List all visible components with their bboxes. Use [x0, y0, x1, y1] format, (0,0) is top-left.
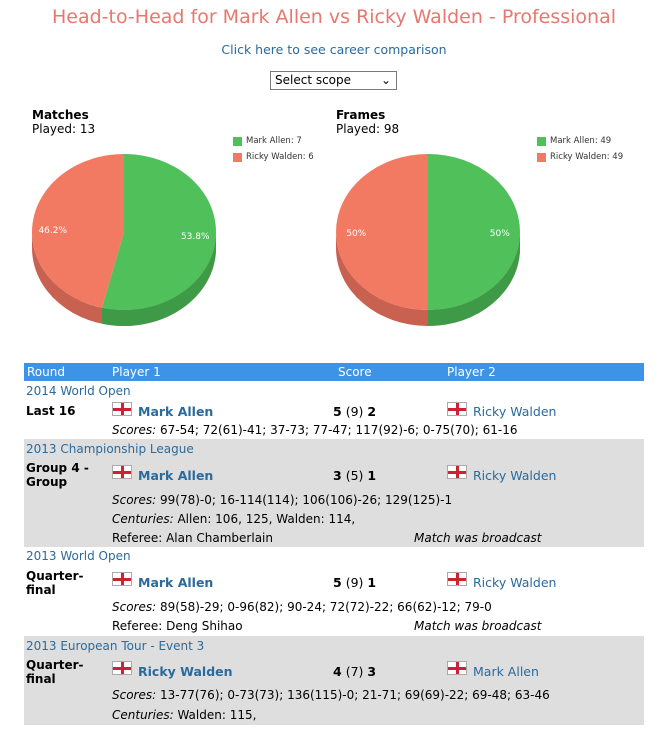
scores-line: Scores: 13-77(76); 0-73(73); 136(115)-0;…: [112, 688, 550, 702]
event-link[interactable]: 2013 Championship League: [26, 442, 194, 456]
pie-percent-label: 53.8%: [181, 232, 210, 242]
matches-legend: Mark Allen: 7 Ricky Walden: 6: [233, 133, 314, 165]
header-player2: Player 2: [447, 365, 496, 379]
legend-item: Mark Allen: 49: [537, 133, 623, 149]
header-score: Score: [338, 365, 372, 379]
match-score: 5 (9) 1: [333, 575, 377, 590]
pie-slice-ricky-walden: [336, 154, 428, 310]
broadcast-note: Match was broadcast: [414, 531, 542, 545]
match-score: 5 (9) 2: [333, 404, 377, 419]
legend-item: Ricky Walden: 6: [233, 149, 314, 165]
legend-label: Mark Allen: 7: [246, 136, 302, 146]
frames-played: Played: 98: [336, 122, 400, 136]
pie-percent-label: 50%: [490, 229, 510, 239]
chevron-down-icon: ⌄: [380, 73, 391, 87]
scores-line: Scores: 89(58)-29; 0-96(82); 90-24; 72(7…: [112, 600, 492, 614]
pie-depth-green: [101, 232, 216, 326]
match-block: 2014 World Open Last 16 Mark Allen 5 (9)…: [24, 381, 644, 439]
match-block: 2013 World Open Quarter-final Mark Allen…: [24, 547, 644, 636]
frames-legend: Mark Allen: 49 Ricky Walden: 49: [537, 133, 623, 165]
round-label: Quarter-final: [26, 569, 84, 597]
legend-swatch-green: [537, 136, 546, 146]
england-flag-icon: [112, 572, 132, 586]
england-flag-icon: [112, 661, 132, 675]
career-comparison-link[interactable]: Click here to see career comparison: [221, 42, 447, 57]
player1-link[interactable]: Mark Allen: [138, 575, 214, 590]
match-block: 2013 Championship League Group 4 - Group…: [24, 439, 644, 547]
player2-link[interactable]: Ricky Walden: [473, 575, 557, 590]
pie-depth-green: [428, 232, 520, 326]
legend-swatch-red: [537, 152, 546, 162]
legend-label: Ricky Walden: 6: [246, 152, 314, 162]
scope-select[interactable]: Select scope ⌄: [270, 71, 397, 90]
legend-item: Ricky Walden: 49: [537, 149, 623, 165]
event-link[interactable]: 2014 World Open: [26, 384, 131, 398]
legend-swatch-green: [233, 136, 242, 146]
frames-heading: Frames: [336, 108, 386, 122]
centuries-line: Centuries: Walden: 115,: [112, 708, 257, 722]
broadcast-note: Match was broadcast: [414, 619, 542, 633]
player1-link[interactable]: Mark Allen: [138, 468, 214, 483]
legend-item: Mark Allen: 7: [233, 133, 314, 149]
referee-line: Referee: Alan Chamberlain: [112, 531, 273, 545]
pie-slice-mark-allen: [428, 154, 520, 310]
england-flag-icon: [447, 402, 467, 416]
scores-line: Scores: 99(78)-0; 16-114(114); 106(106)-…: [112, 493, 453, 507]
scores-line: Scores: 67-54; 72(61)-41; 37-73; 77-47; …: [112, 423, 518, 437]
round-label: Quarter-final: [26, 658, 84, 686]
frames-heading-block: Frames Played: 98: [336, 108, 399, 136]
centuries-line: Centuries: Allen: 106, 125, Walden: 114,: [112, 512, 356, 526]
scope-select-value: Select scope: [275, 73, 352, 87]
pie-slice-ricky-walden: [31, 154, 125, 308]
pie-slice-mark-allen: [101, 154, 216, 310]
match-score: 3 (5) 1: [333, 468, 377, 483]
event-link[interactable]: 2013 World Open: [26, 549, 131, 563]
legend-label: Mark Allen: 49: [550, 136, 612, 146]
legend-swatch-red: [233, 152, 242, 162]
matches-heading: Matches: [32, 108, 89, 122]
pie-percent-label: 46.2%: [38, 226, 67, 236]
round-label: Last 16: [26, 404, 76, 418]
referee-line: Referee: Deng Shihao: [112, 619, 243, 633]
england-flag-icon: [447, 661, 467, 675]
player1-link[interactable]: Mark Allen: [138, 404, 214, 419]
match-score: 4 (7) 3: [333, 664, 377, 679]
matches-pie-chart: 53.8% 46.2%: [31, 154, 216, 326]
frames-pie-chart: 50% 50%: [336, 154, 520, 326]
england-flag-icon: [112, 465, 132, 479]
england-flag-icon: [447, 465, 467, 479]
match-block: 2013 European Tour - Event 3 Quarter-fin…: [24, 636, 644, 725]
player1-link[interactable]: Ricky Walden: [138, 664, 233, 679]
event-link[interactable]: 2013 European Tour - Event 3: [26, 639, 205, 653]
matches-played: Played: 13: [32, 122, 96, 136]
player2-link[interactable]: Mark Allen: [473, 664, 539, 679]
header-round: Round: [27, 365, 65, 379]
player2-link[interactable]: Ricky Walden: [473, 468, 557, 483]
round-label: Group 4 - Group: [26, 461, 89, 489]
player2-link[interactable]: Ricky Walden: [473, 404, 557, 419]
header-player1: Player 1: [112, 365, 161, 379]
pie-percent-label: 50%: [346, 229, 366, 239]
england-flag-icon: [447, 572, 467, 586]
page-title: Head-to-Head for Mark Allen vs Ricky Wal…: [51, 6, 617, 28]
england-flag-icon: [112, 402, 132, 416]
legend-label: Ricky Walden: 49: [550, 152, 624, 162]
table-header: Round Player 1 Score Player 2: [24, 363, 644, 381]
matches-heading-block: Matches Played: 13: [32, 108, 95, 136]
